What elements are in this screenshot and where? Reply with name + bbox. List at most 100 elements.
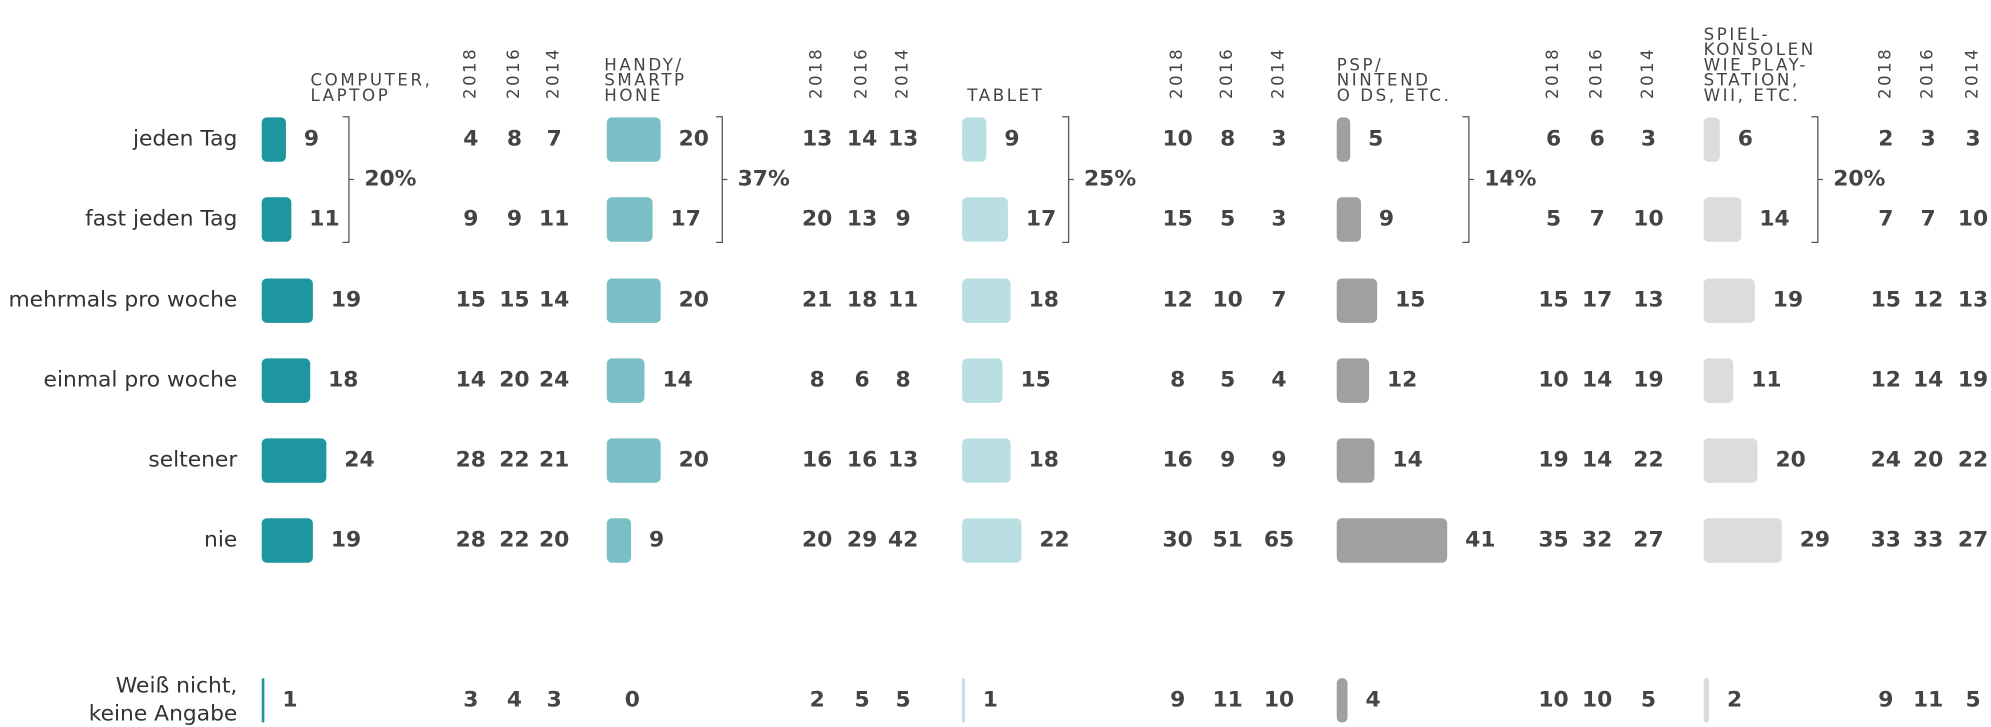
history-value: 42 (888, 528, 918, 553)
group-title: PSP/ (1337, 56, 1384, 75)
history-value: 65 (1264, 528, 1294, 553)
year-header: 2014 (1638, 47, 1657, 99)
bar-value: 12 (1387, 368, 1417, 393)
row-label: Weiß nicht, (116, 673, 238, 698)
bar (606, 438, 661, 483)
history-value: 9 (1878, 687, 1893, 712)
bar (1336, 358, 1370, 403)
bar-value: 20 (679, 448, 709, 473)
bar-value: 1 (983, 687, 998, 712)
bar (606, 358, 645, 403)
history-value: 10 (1538, 687, 1568, 712)
history-value: 9 (1220, 448, 1235, 473)
bar-value: 18 (1029, 448, 1059, 473)
bar-value: 19 (1773, 288, 1803, 313)
row-label: seltener (148, 448, 237, 473)
history-value: 11 (1913, 687, 1943, 712)
bar (1703, 438, 1758, 483)
row-label: nie (204, 528, 237, 553)
row-label: mehrmals pro woche (8, 288, 237, 313)
bar-value: 15 (1021, 368, 1051, 393)
history-value: 6 (1546, 127, 1561, 152)
history-value: 11 (539, 207, 569, 232)
history-value: 28 (456, 528, 486, 553)
bar (1703, 358, 1734, 403)
history-value: 20 (1913, 448, 1943, 473)
history-value: 14 (1582, 448, 1612, 473)
bar-value: 17 (1026, 207, 1056, 232)
bar (606, 197, 653, 242)
history-value: 3 (547, 687, 562, 712)
history-value: 9 (896, 207, 911, 232)
bar-value: 14 (1392, 448, 1422, 473)
bar (261, 438, 327, 483)
history-value: 10 (1213, 288, 1243, 313)
year-header: 2016 (1587, 47, 1606, 99)
history-value: 15 (499, 288, 529, 313)
bar (606, 278, 661, 323)
history-value: 8 (896, 368, 911, 393)
bar-value: 20 (679, 127, 709, 152)
history-value: 10 (1264, 687, 1294, 712)
bar-value: 20 (1775, 448, 1805, 473)
history-value: 5 (1220, 368, 1235, 393)
history-value: 24 (539, 368, 569, 393)
bracket (1811, 116, 1823, 243)
history-value: 30 (1162, 528, 1192, 553)
history-value: 13 (1633, 288, 1663, 313)
bar (1336, 197, 1361, 242)
bar (261, 197, 292, 242)
history-value: 3 (1271, 207, 1286, 232)
bar-value: 11 (309, 207, 339, 232)
bracket-label: 20% (364, 167, 416, 192)
history-value: 8 (507, 127, 522, 152)
history-value: 10 (1538, 368, 1568, 393)
bar-value: 9 (649, 528, 664, 553)
history-value: 24 (1871, 448, 1901, 473)
history-value: 13 (888, 127, 918, 152)
bar (1703, 117, 1720, 162)
history-value: 10 (1958, 207, 1988, 232)
history-value: 6 (1590, 127, 1605, 152)
history-value: 20 (539, 528, 569, 553)
history-value: 9 (1271, 448, 1286, 473)
bar (606, 518, 632, 563)
row-label: einmal pro woche (44, 368, 238, 393)
bar (606, 117, 661, 162)
history-value: 10 (1582, 687, 1612, 712)
history-value: 14 (1913, 368, 1943, 393)
year-header: 2018 (1167, 47, 1186, 99)
bar-value: 0 (625, 687, 640, 712)
history-value: 8 (1170, 368, 1185, 393)
bar (261, 518, 313, 563)
history-value: 4 (507, 687, 522, 712)
history-value: 32 (1582, 528, 1612, 553)
history-value: 22 (499, 528, 529, 553)
history-value: 51 (1213, 528, 1243, 553)
bar (261, 358, 311, 403)
bar (962, 117, 987, 162)
history-value: 13 (802, 127, 832, 152)
year-header: 2018 (1543, 47, 1562, 99)
history-value: 9 (507, 207, 522, 232)
group-title: O DS, ETC. (1337, 86, 1452, 105)
year-header: 2014 (1962, 47, 1981, 99)
history-value: 19 (1958, 368, 1988, 393)
bar (1703, 278, 1755, 323)
year-header: 2018 (1875, 47, 1894, 99)
year-header: 2014 (893, 47, 912, 99)
history-value: 14 (539, 288, 569, 313)
bar-value: 9 (1004, 127, 1019, 152)
history-value: 4 (463, 127, 478, 152)
bar (962, 678, 965, 723)
history-value: 2 (810, 687, 825, 712)
history-value: 27 (1633, 528, 1663, 553)
group-title: WIE PLAY- (1704, 56, 1808, 75)
bar (1703, 518, 1782, 563)
history-value: 22 (1958, 448, 1988, 473)
history-value: 7 (1878, 207, 1893, 232)
bar (1336, 278, 1378, 323)
group-title: HONE (604, 86, 663, 105)
history-value: 10 (1162, 127, 1192, 152)
